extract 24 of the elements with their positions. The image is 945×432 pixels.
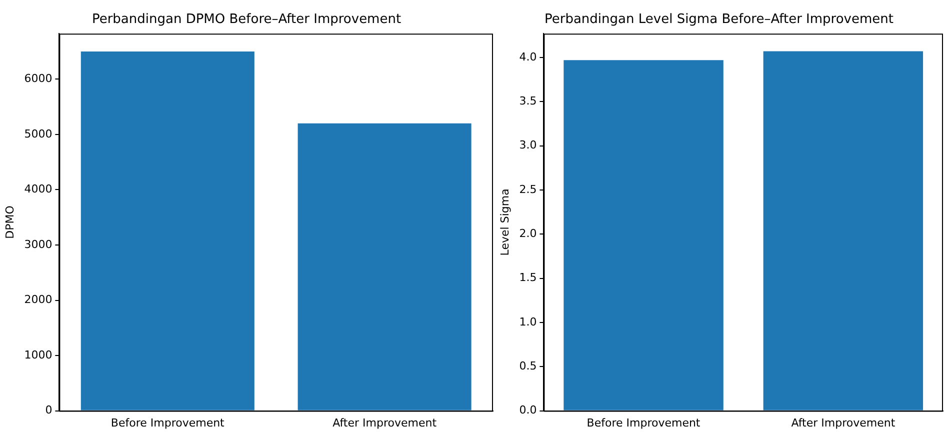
x-tick-label: After Improvement — [332, 416, 438, 430]
y-tick-label: 4000 — [24, 182, 52, 196]
y-tick-label: 2000 — [24, 293, 52, 306]
y-tick-label: 0.5 — [519, 359, 537, 372]
x-tick-label: Before Improvement — [110, 416, 226, 430]
y-tick-label: 4.0 — [519, 50, 537, 64]
y-tick-label: 2.0 — [519, 226, 537, 240]
y-tick-label: 3000 — [24, 238, 52, 251]
y-tick-label: 1.0 — [519, 315, 537, 328]
y-tick-label: 0.0 — [519, 404, 537, 417]
x-tick-label: After Improvement — [791, 416, 896, 430]
y-tick-label: 2.5 — [519, 182, 537, 196]
y-tick-label: 3.5 — [519, 94, 537, 108]
chart-title: Perbandingan Level Sigma Before–After Improvement — [544, 12, 894, 28]
y-axis-title: DPMO — [3, 205, 16, 239]
y-tick-label: 6000 — [24, 72, 52, 86]
chart-title: Perbandingan DPMO Before–After Improvement — [92, 12, 402, 28]
y-tick-label: 1.5 — [519, 271, 537, 284]
x-tick-label: Before Improvement — [586, 416, 701, 430]
y-tick-label: 1000 — [24, 348, 52, 362]
y-tick-label: 0 — [45, 404, 52, 417]
y-tick-label: 5000 — [24, 127, 52, 140]
y-axis-title: Level Sigma — [498, 188, 512, 256]
y-tick-label: 3.0 — [519, 138, 537, 152]
